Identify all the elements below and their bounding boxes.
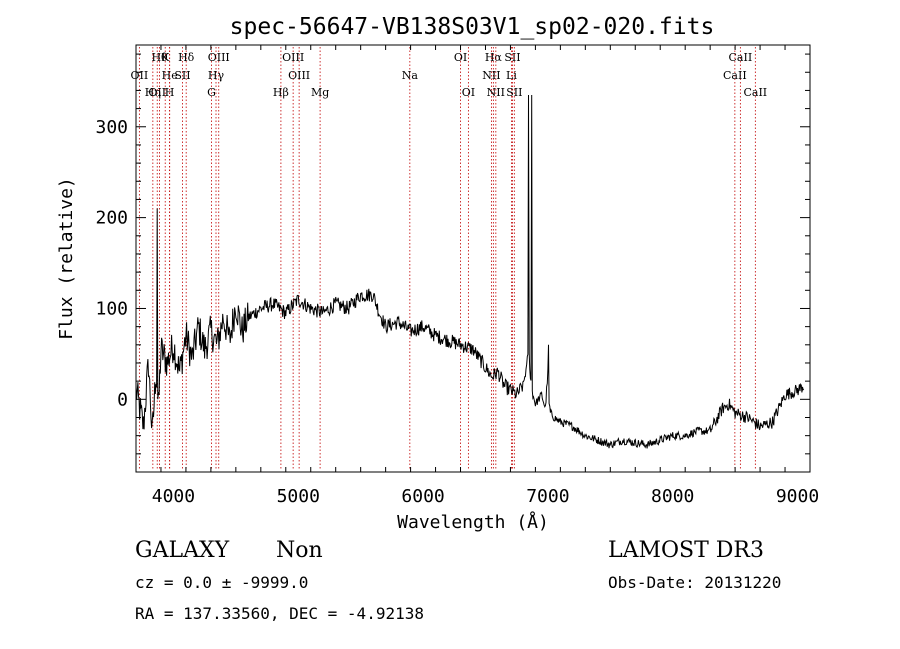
line-label: H <box>165 86 175 99</box>
line-label: OIII <box>282 51 304 64</box>
line-label: G <box>207 86 216 99</box>
line-label: SII <box>506 86 522 99</box>
line-label: OIII <box>288 69 310 82</box>
line-label: Hθ <box>151 51 168 64</box>
plot-frame <box>135 44 811 473</box>
survey-label: LAMOST DR3 <box>608 538 764 563</box>
line-label: NII <box>482 69 500 82</box>
line-label: Hα <box>485 51 503 64</box>
line-label: CaII <box>723 69 747 82</box>
line-label: SII <box>504 51 520 64</box>
line-label: Hβ <box>273 86 289 99</box>
x-tick-label: 8000 <box>651 486 694 507</box>
object-type: GALAXY <box>135 538 230 563</box>
line-label: CaII <box>743 86 767 99</box>
chart-title: spec-56647-VB138S03V1_sp02-020.fits <box>230 14 715 40</box>
line-label: Hγ <box>208 69 225 82</box>
line-label: OII <box>131 69 149 82</box>
line-label: Hδ <box>178 51 195 64</box>
obs-date-text: Obs-Date: 20131220 <box>608 573 782 592</box>
x-tick-label: 4000 <box>152 486 195 507</box>
y-tick-label: 100 <box>95 298 128 319</box>
x-tick-label: 9000 <box>776 486 819 507</box>
line-label: Li <box>506 69 517 82</box>
line-label: NII <box>487 86 505 99</box>
line-label: OIII <box>208 51 230 64</box>
line-label: OI <box>462 86 475 99</box>
x-tick-label: 7000 <box>526 486 569 507</box>
x-tick-label: 5000 <box>277 486 320 507</box>
line-label: SII <box>174 69 190 82</box>
coords-text: RA = 137.33560, DEC = -4.92138 <box>135 604 424 623</box>
line-label: Hη <box>145 86 161 99</box>
y-axis-label: Flux (relative) <box>56 177 77 340</box>
y-tick-label: 200 <box>95 208 128 229</box>
x-axis-label: Wavelength (Å) <box>397 511 549 533</box>
line-label: CaII <box>729 51 753 64</box>
redshift-text: cz = 0.0 ± -9999.0 <box>135 573 309 592</box>
line-label: OI <box>454 51 467 64</box>
y-tick-label: 0 <box>117 389 128 410</box>
y-tick-label: 300 <box>95 117 128 138</box>
x-tick-label: 6000 <box>401 486 444 507</box>
object-subclass: Non <box>276 538 323 563</box>
line-label: K <box>161 51 170 64</box>
spectrum-line <box>135 94 805 449</box>
line-label: Na <box>402 69 419 82</box>
line-label: Mg <box>311 86 329 99</box>
